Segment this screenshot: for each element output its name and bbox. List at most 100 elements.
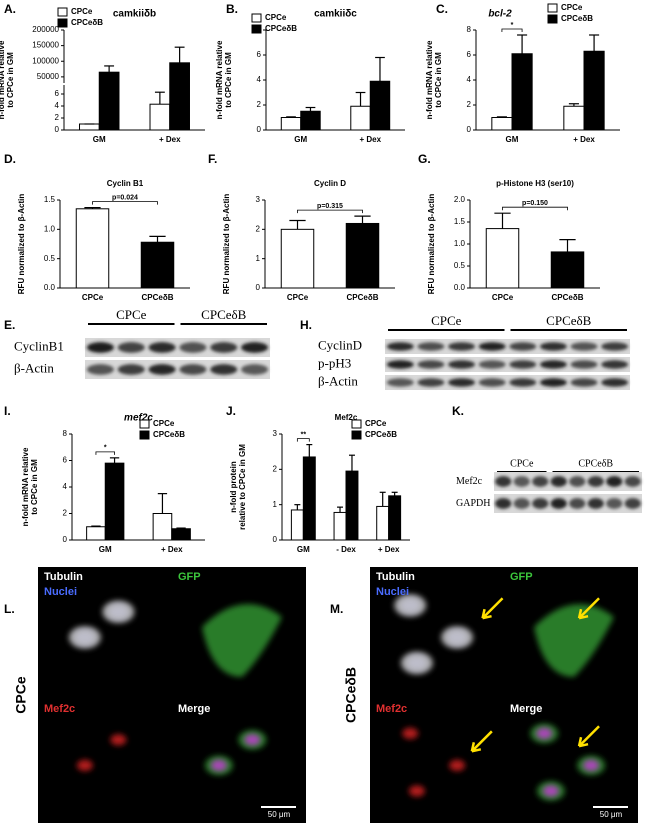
chart-title: mef2c — [124, 413, 153, 424]
blot-band — [539, 360, 567, 369]
y-tick-label: 1.0 — [44, 224, 56, 233]
x-tick-label: GM — [297, 545, 310, 554]
bar — [345, 470, 359, 541]
panel-label: G. — [418, 152, 431, 166]
legend-swatch — [57, 7, 68, 17]
blot-band — [448, 360, 476, 369]
blot-band — [210, 342, 238, 353]
error-bar — [174, 46, 185, 63]
bar — [171, 528, 191, 541]
panel-label: C. — [436, 2, 448, 16]
blot-strip — [494, 494, 642, 513]
significance-label: p=0.024 — [112, 194, 138, 201]
error-bar — [157, 493, 168, 514]
cell — [68, 626, 101, 649]
channel-label: Mef2c — [44, 703, 75, 715]
y-tick-label: 0.5 — [454, 261, 466, 270]
channel-label: GFP — [178, 571, 201, 583]
legend-swatch — [139, 430, 150, 440]
legend-label: CPCeδB — [71, 18, 103, 27]
y-tick-label: 4 — [467, 75, 472, 84]
arrow — [577, 597, 600, 620]
error-bar — [84, 207, 101, 209]
y-tick-label: 1.5 — [44, 195, 56, 204]
y-tick-label: 4 — [63, 482, 68, 491]
scale-bar-label: 50 μm — [268, 810, 291, 819]
legend-swatch — [351, 430, 362, 440]
cell — [244, 734, 261, 746]
y-axis-label: n-fold mRNA relative — [21, 447, 30, 526]
blot-band — [478, 360, 506, 369]
panel-label: A. — [4, 2, 16, 16]
significance-label: * — [104, 445, 107, 452]
blot-group-label: CPCeδB — [201, 307, 246, 322]
y-tick-label: 0 — [257, 125, 262, 134]
error-bar — [348, 454, 355, 472]
legend-label: CPCeδB — [561, 14, 593, 23]
blot-band — [86, 342, 114, 353]
y-axis-label: RFU normalized to β-Actin — [222, 194, 231, 295]
error-bar — [355, 91, 366, 107]
bar — [149, 103, 171, 131]
channel-label: Mef2c — [376, 703, 407, 715]
legend-swatch — [251, 24, 262, 34]
y-tick-label: 6 — [467, 50, 472, 59]
y-axis-label: n-fold mRNA relative — [215, 40, 224, 119]
bar — [369, 80, 391, 131]
y-tick-label: 2 — [273, 464, 278, 473]
cell — [110, 734, 127, 746]
chart-title: Mef2c — [335, 413, 358, 422]
error-bar — [391, 491, 398, 496]
panel-label: I. — [4, 404, 11, 418]
blot-band — [386, 360, 414, 369]
x-tick-label: CPCe — [287, 293, 309, 302]
significance-label: * — [511, 22, 514, 29]
error-bar — [517, 34, 528, 54]
blot-band — [179, 342, 207, 353]
bar — [152, 513, 173, 541]
channel-label: Tubulin — [44, 571, 83, 583]
condition-label: CPCe — [13, 676, 29, 714]
error-bar — [494, 212, 511, 229]
y-tick-label: 8 — [467, 25, 472, 34]
legend-label: CPCe — [265, 13, 287, 22]
bar — [485, 228, 520, 289]
x-tick-label: GM — [93, 135, 106, 144]
panel-label: K. — [452, 404, 464, 418]
y-tick-label: 2 — [467, 100, 472, 109]
y-axis-label: RFU normalized to β-Actin — [17, 194, 26, 295]
cell — [76, 759, 93, 772]
y-axis-label: to CPCe in GM — [30, 459, 39, 515]
y-tick-label: 2 — [63, 509, 68, 518]
blot-band — [117, 364, 145, 375]
cell — [583, 759, 600, 772]
cell — [102, 600, 135, 623]
blot-band — [417, 378, 445, 387]
blot-strip — [385, 357, 630, 372]
channel-label: GFP — [510, 571, 533, 583]
blot-band — [495, 476, 512, 487]
error-bar — [305, 106, 316, 112]
blot-row-label: CyclinB1 — [14, 338, 64, 353]
bar — [388, 495, 402, 541]
chart-title: bcl-2 — [488, 9, 512, 20]
error-bar — [589, 34, 600, 52]
y-tick-label: 2 — [257, 100, 262, 109]
significance-bracket — [501, 28, 523, 32]
y-tick-label: 0.0 — [454, 283, 466, 292]
blot-group-label: CPCeδB — [578, 458, 613, 469]
gfp-cell — [534, 604, 614, 677]
blot-band — [569, 476, 586, 487]
channel-label: Nuclei — [376, 586, 409, 598]
x-tick-label: GM — [506, 135, 519, 144]
bar — [140, 241, 175, 289]
error-bar — [379, 491, 386, 507]
condition-label: CPCeδB — [343, 667, 359, 723]
y-tick-label: 3 — [256, 195, 261, 204]
blot-band — [509, 360, 537, 369]
legend-swatch — [351, 419, 362, 429]
microscopy-image — [38, 567, 306, 823]
bar — [86, 526, 106, 541]
blot-band — [513, 498, 530, 509]
